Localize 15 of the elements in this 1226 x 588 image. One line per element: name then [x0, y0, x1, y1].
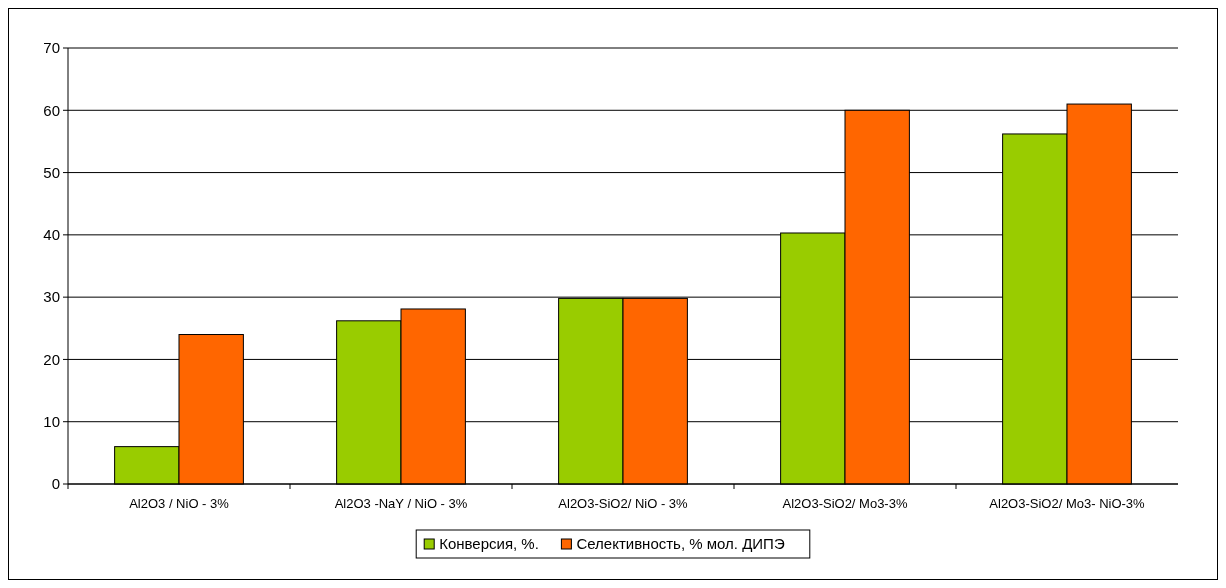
y-tick-label: 10	[43, 412, 60, 430]
y-tick-label: 50	[43, 163, 60, 181]
legend-label: Конверсия, %.	[439, 535, 539, 553]
y-tick-label: 20	[43, 350, 60, 368]
legend-label: Селективность, % мол. ДИПЭ	[576, 535, 785, 553]
y-tick-label: 30	[43, 288, 60, 306]
y-tick-label: 40	[43, 226, 60, 244]
x-tick-label: Al2O3-SiO2/ Mo3- NiO-3%	[989, 496, 1146, 511]
x-tick-label: Al2O3 / NiO - 3%	[129, 496, 230, 511]
x-tick-label: Al2O3-SiO2/ Mo3-3%	[782, 496, 908, 511]
x-tick-label: Al2O3 -NaY / NiO - 3%	[334, 496, 468, 511]
y-tick-label: 70	[43, 39, 60, 57]
x-tick-label: Al2O3-SiO2/ NiO - 3%	[558, 496, 689, 511]
y-tick-label: 0	[51, 475, 60, 493]
y-tick-label: 60	[43, 101, 60, 119]
